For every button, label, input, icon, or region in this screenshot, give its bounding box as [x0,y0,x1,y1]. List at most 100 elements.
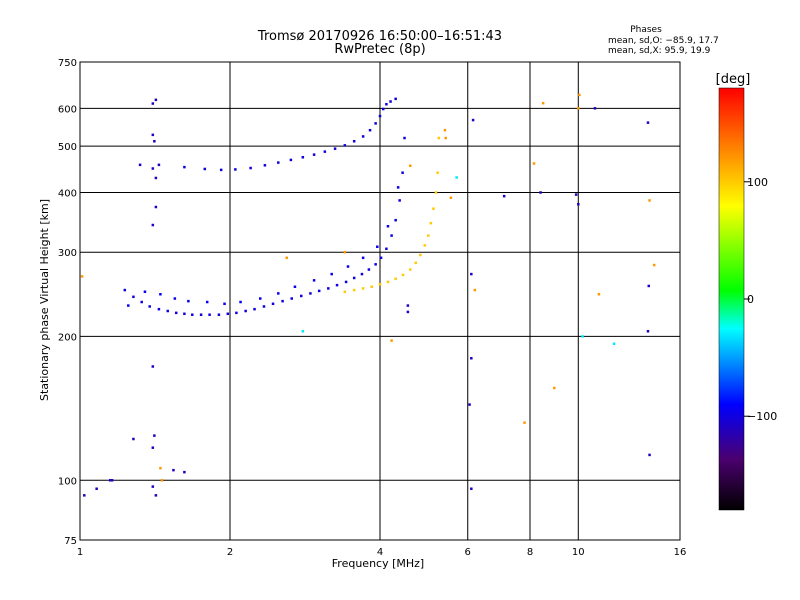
data-point [157,163,161,167]
colorbar-ticks: −100 0 100 [744,176,777,423]
data-point [95,487,98,491]
data-point [539,191,542,194]
data-point [376,245,379,249]
data-point [80,275,84,278]
chart-subtitle: RwPretec (8p) [334,42,425,57]
data-point [390,234,393,237]
data-point [312,279,316,282]
y-tick-label: 400 [58,188,77,199]
data-point [309,292,312,295]
series-sporadic-echoes [83,98,651,497]
data-point [374,263,377,266]
series-o-mode-lower-trace-scatter [127,186,400,307]
data-point [368,128,372,132]
data-point [419,253,422,257]
data-point [532,162,536,165]
data-point [361,135,365,138]
y-tick-label: 75 [64,536,77,547]
data-point [335,283,339,287]
data-point [470,357,473,360]
data-point [389,100,392,103]
x-tick-label: 8 [527,547,533,558]
data-point [301,330,305,333]
data-point [249,166,252,170]
data-point [191,313,194,316]
data-point [378,114,382,118]
data-point [473,288,477,292]
series-scattered-echoes-low-phase [301,176,616,346]
data-point [429,221,433,225]
data-point [346,265,350,268]
series-o-mode-upper-trace [183,97,397,172]
data-point [159,293,162,296]
colorbar-tick-label: −100 [747,410,777,423]
data-point [148,305,151,308]
series-o-mode-lower-trace [123,136,406,316]
y-tick-label: 200 [58,332,77,343]
data-point [160,479,164,482]
data-point [132,437,135,441]
data-point [352,276,356,280]
data-point [263,164,267,167]
data-point [239,300,242,304]
data-point [154,176,158,180]
data-point [253,307,256,311]
data-point [396,186,400,189]
data-point [652,263,656,267]
data-point [406,304,410,307]
data-point [123,288,127,292]
data-point [183,165,186,169]
data-point [386,280,390,284]
legend-line-o: mean, sd,O: −85.9, 17.7 [608,36,719,46]
data-point [223,302,226,306]
data-point [140,300,143,304]
x-tick-label: 10 [572,547,585,558]
data-point [281,299,284,303]
data-point [398,199,401,202]
data-point [108,479,112,482]
data-point [203,167,207,171]
data-point [374,122,377,125]
colorbar-tick-label: 100 [747,176,768,189]
data-point [367,268,371,271]
data-point [183,312,186,316]
data-point [151,365,155,368]
data-point [468,403,471,406]
data-point [574,193,578,196]
data-point [408,268,412,271]
data-point [205,300,209,304]
data-point [578,93,581,97]
data-point [330,272,333,276]
data-point [646,121,650,124]
data-point [344,280,348,284]
y-tick-label: 100 [58,476,77,487]
data-point [157,307,161,311]
data-point [151,485,155,488]
chart-title: Tromsø 20170926 16:50:00–16:51:43 [257,29,502,44]
colorbar-label: [deg] [716,72,751,87]
data-point [327,287,330,290]
data-point [226,312,230,316]
data-point [444,136,447,140]
data-point [437,136,441,140]
data-point [138,163,142,167]
data-point [290,297,293,300]
data-point [385,247,388,251]
data-point [612,342,616,346]
data-point [394,218,397,222]
data-point [647,284,651,288]
data-point [385,102,388,106]
data-point [401,171,404,174]
data-point [541,101,545,105]
data-point [166,309,169,313]
data-point [154,205,158,209]
data-point [597,293,601,296]
legend-line-x: mean, sd,X: 95.9, 19.9 [608,46,711,56]
y-tick-label: 300 [58,248,77,259]
data-point [370,285,373,289]
data-point [127,304,130,307]
data-point [436,171,439,174]
data-point [581,335,584,338]
data-point [408,164,412,167]
